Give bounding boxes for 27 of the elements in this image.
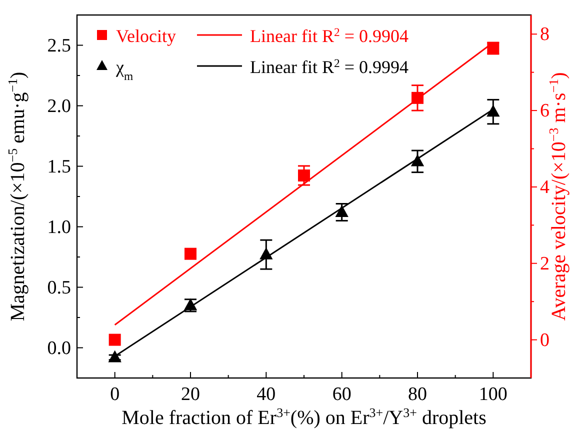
point	[108, 334, 121, 346]
legend-label: Linear fit R$^{2}$ = 0.9904	[250, 26, 408, 46]
legend-label: χ$_{m}$	[115, 57, 134, 82]
y2-tick-label: 0	[540, 330, 550, 351]
y-tick-label: 1.5	[47, 156, 71, 178]
y2-tick-label: 4	[540, 176, 550, 198]
y-tick-label: 0.0	[47, 338, 71, 359]
y-tick-label: 2.5	[47, 35, 71, 56]
y2-tick-label: 6	[540, 100, 550, 122]
x-tick-label: 40	[256, 384, 276, 405]
point	[298, 169, 310, 182]
x-tick-label: 80	[408, 384, 427, 405]
x-tick-label: 0	[110, 384, 120, 405]
legend-label: Linear fit R$^{2}$ = 0.9994	[250, 56, 408, 77]
point	[335, 205, 348, 218]
y2-tick-label: 8	[540, 24, 550, 46]
point	[486, 104, 500, 117]
x-tick-label: 100	[478, 384, 508, 405]
point	[184, 248, 196, 260]
legend-label: Velocity	[116, 26, 176, 46]
point	[108, 350, 122, 362]
x-tick-label: 20	[181, 384, 200, 405]
x-tick-label: 60	[332, 384, 352, 405]
y-tick-label: 1.0	[47, 216, 71, 238]
y-tick-label: 2.0	[47, 96, 71, 117]
y-tick-label: 0.5	[47, 277, 71, 298]
x-axis-title: Mole fraction of Er$^{3+}$(%) on Er$^{3+}$/Y$^{3+}$ droplets	[122, 404, 487, 429]
